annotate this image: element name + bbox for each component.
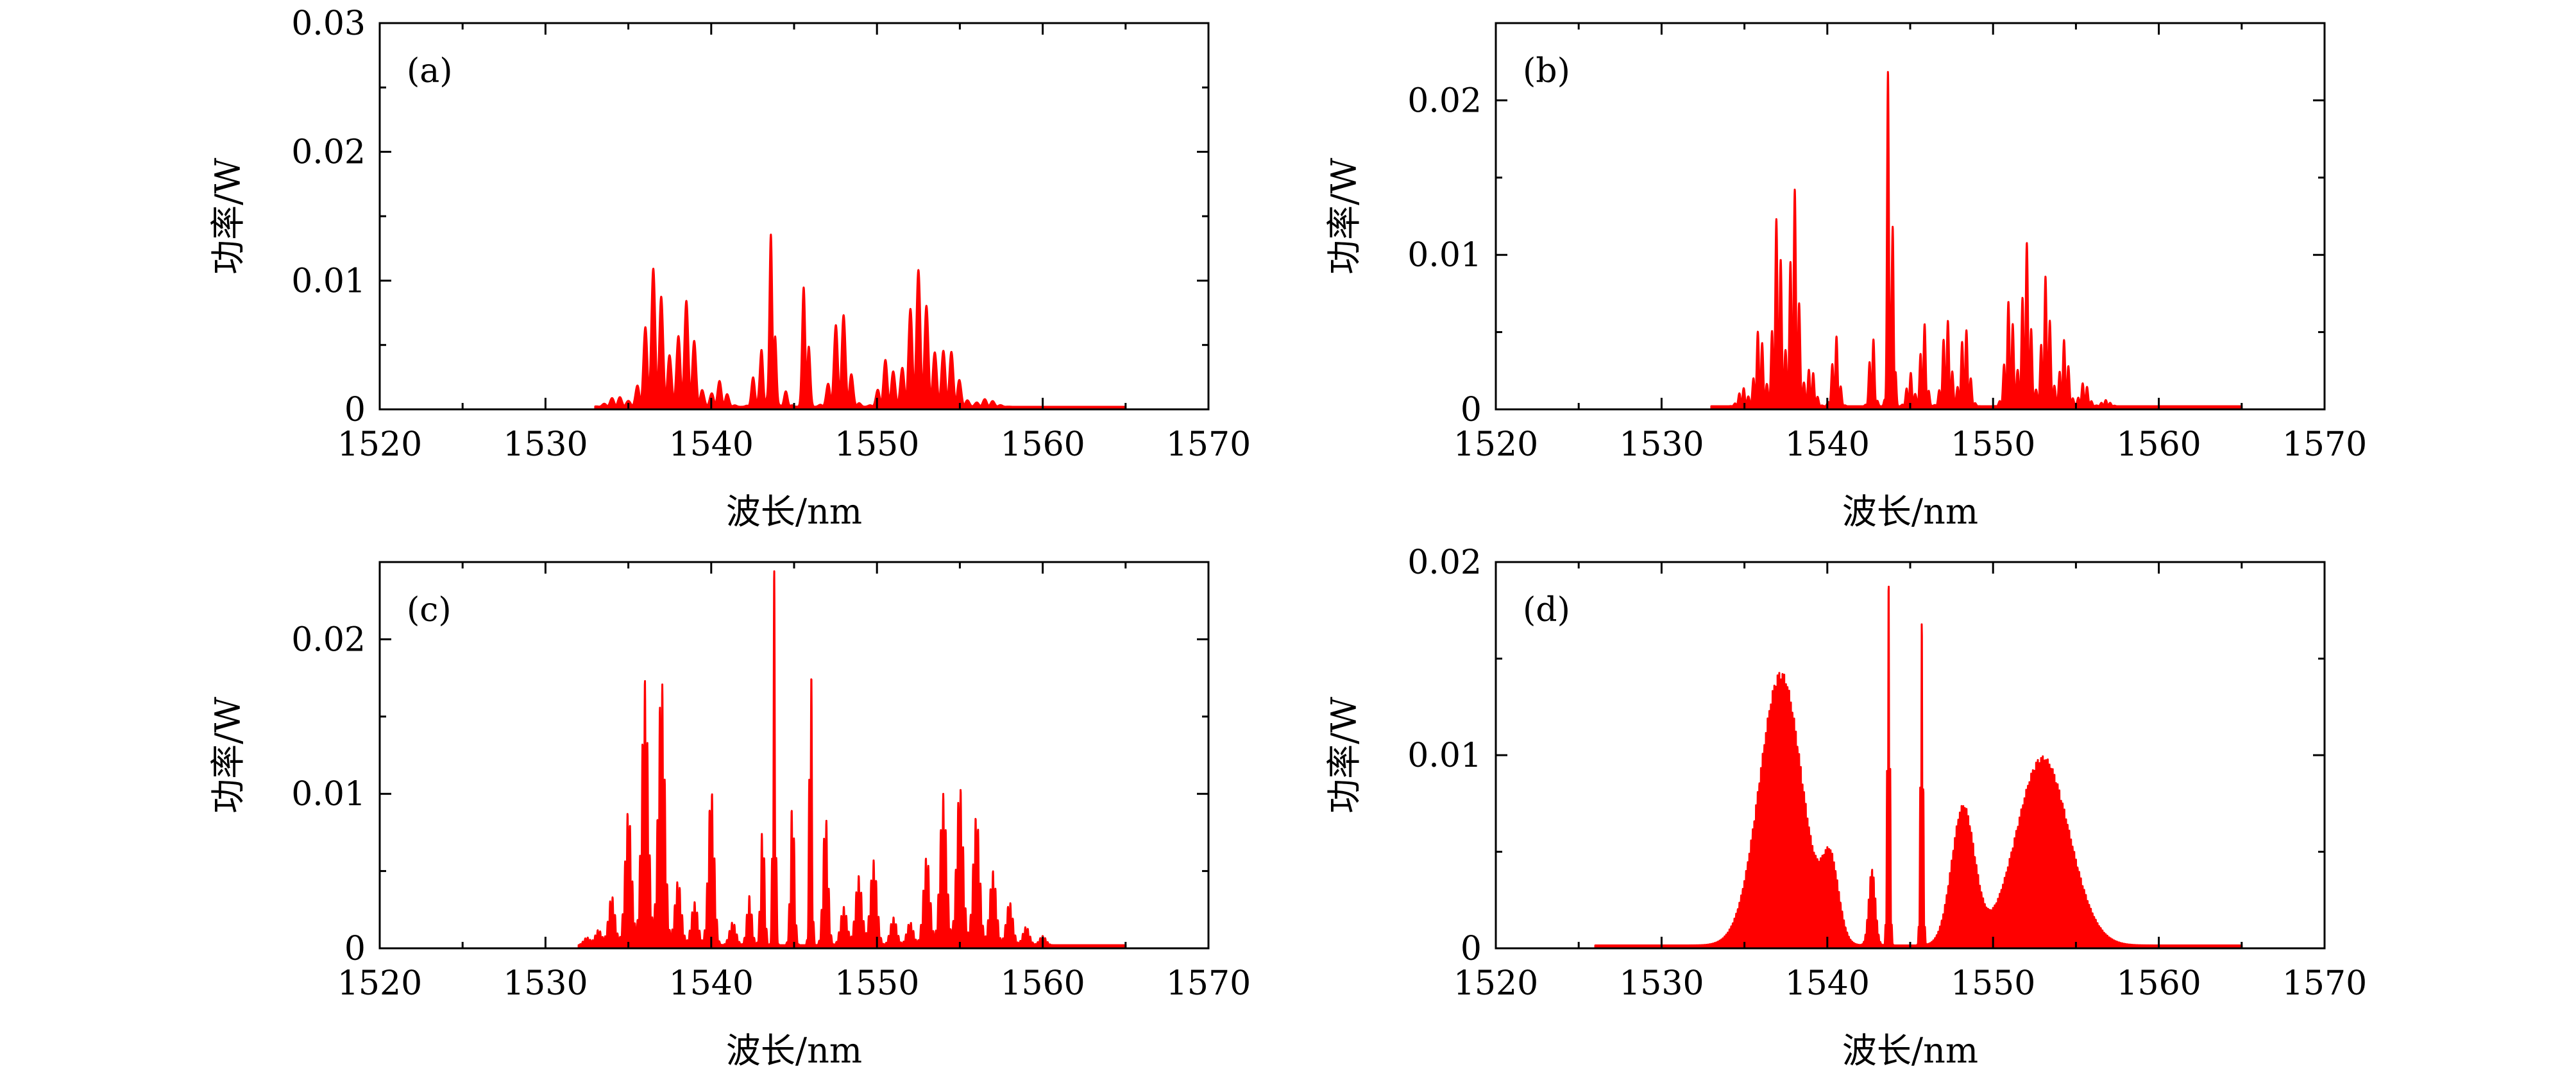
panel-label: (d) — [1523, 591, 1570, 629]
x-tick-label: 1520 — [337, 425, 422, 464]
y-tick-label: 0.01 — [1407, 737, 1482, 775]
x-tick-label: 1550 — [835, 425, 919, 464]
x-tick-label: 1570 — [2282, 964, 2367, 1003]
y-tick-label: 0 — [344, 930, 366, 968]
y-axis-title: 功率/W — [1324, 697, 1364, 814]
y-axis-title: 功率/W — [208, 158, 248, 275]
x-tick-label: 1550 — [1951, 425, 2035, 464]
x-tick-label: 1540 — [669, 425, 754, 464]
x-tick-label: 1560 — [1000, 425, 1085, 464]
plot-frame — [378, 22, 1210, 411]
y-axis-title: 功率/W — [1324, 158, 1364, 275]
x-tick-label: 1560 — [2116, 964, 2201, 1003]
x-tick-label: 1520 — [1453, 964, 1538, 1003]
panel-label: (a) — [407, 52, 453, 90]
y-tick-label: 0.01 — [291, 262, 366, 300]
y-tick-label: 0 — [1461, 391, 1482, 429]
x-tick-label: 1550 — [835, 964, 919, 1003]
panel-c: 1520 1530 1540 1550 1560 1570 0 0.01 0.02 (c) 波长/n… — [208, 561, 1251, 1067]
x-tick-label: 1540 — [1785, 425, 1870, 464]
x-tick-label: 1540 — [1785, 964, 1870, 1003]
x-tick-label: 1530 — [1619, 964, 1704, 1003]
panel-label: (c) — [407, 591, 452, 629]
y-tick-label: 0.02 — [1407, 543, 1482, 582]
spectrum-series-b — [1710, 71, 2243, 411]
x-axis-title: 波长/nm — [726, 491, 862, 532]
panel-a: 1520 1530 1540 1550 1560 1570 0 0.01 0.02 0.03 (a)… — [208, 4, 1251, 532]
x-tick-label: 1520 — [337, 964, 422, 1003]
x-tick-label: 1530 — [1619, 425, 1704, 464]
y-tick-label: 0.01 — [291, 775, 366, 814]
x-tick-label: 1570 — [1166, 425, 1251, 464]
y-tick-label: 0.03 — [291, 4, 366, 43]
x-tick-label: 1560 — [1000, 964, 1085, 1003]
panel-label: (b) — [1523, 52, 1570, 90]
spectrum-series-c — [577, 570, 1127, 950]
spectrum-series-a — [594, 234, 1127, 411]
y-tick-label: 0.02 — [1407, 81, 1482, 120]
y-tick-label: 0.02 — [291, 133, 366, 172]
y-tick-label: 0 — [1461, 930, 1482, 968]
y-tick-label: 0 — [344, 391, 366, 429]
x-axis-title: 波长/nm — [1842, 491, 1978, 532]
y-axis-title: 功率/W — [208, 697, 248, 814]
y-tick-label: 0.01 — [1407, 236, 1482, 275]
x-tick-label: 1570 — [1166, 964, 1251, 1003]
x-axis-title: 波长/nm — [1842, 1030, 1978, 1067]
x-axis-title: 波长/nm — [726, 1030, 862, 1067]
y-tick-label: 0.02 — [291, 620, 366, 659]
x-tick-label: 1530 — [503, 964, 588, 1003]
x-tick-label: 1520 — [1453, 425, 1538, 464]
panel-d: 1520 1530 1540 1550 1560 1570 0 0.01 0.02 (d) 波长/n… — [1324, 543, 2367, 1067]
x-tick-label: 1550 — [1951, 964, 2035, 1003]
spectrum-series-d — [1594, 585, 2243, 950]
x-tick-label: 1530 — [503, 425, 588, 464]
x-tick-label: 1540 — [669, 964, 754, 1003]
plot-frame — [1495, 561, 2326, 950]
x-tick-label: 1560 — [2116, 425, 2201, 464]
panel-b: 1520 1530 1540 1550 1560 1570 0 0.01 0.02 (b) 波长/n… — [1324, 22, 2367, 532]
x-tick-label: 1570 — [2282, 425, 2367, 464]
plot-frame — [1495, 22, 2326, 411]
